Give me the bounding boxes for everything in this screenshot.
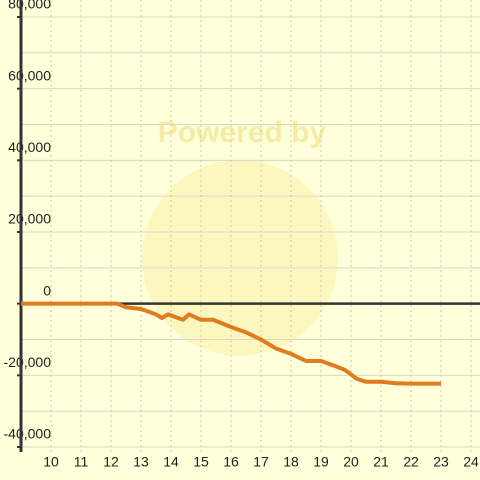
y-tick-label: -20,000 [4, 354, 52, 370]
line [21, 301, 441, 386]
y-tick-label: -40,000 [4, 426, 52, 442]
x-tick-label: 11 [74, 454, 89, 470]
x-tick-label: 23 [433, 454, 449, 470]
x-tick-label: 24 [463, 454, 479, 470]
x-tick-label: 18 [283, 454, 299, 470]
x-tick-label: 19 [313, 454, 329, 470]
y-tick-label: 20,000 [8, 211, 51, 227]
x-tick-label: 20 [343, 454, 359, 470]
y-tick-label: 60,000 [8, 67, 51, 83]
x-tick-label: 14 [163, 454, 179, 470]
x-tick-label: 15 [193, 454, 209, 470]
x-tick-label: 17 [253, 454, 269, 470]
x-tick-label: 13 [133, 454, 149, 470]
watermark-logo [142, 160, 338, 356]
x-tick-label: 21 [373, 454, 389, 470]
x-tick-label: 22 [403, 454, 419, 470]
x-tick-label: 12 [103, 454, 119, 470]
y-tick-label: 40,000 [8, 139, 51, 155]
y-tick-label: 0 [43, 282, 51, 298]
watermark: Powered by [158, 116, 327, 149]
x-tick-label: 10 [43, 454, 59, 470]
y-tick-label: 80,000 [8, 0, 51, 12]
x-tick-label: 16 [223, 454, 239, 470]
